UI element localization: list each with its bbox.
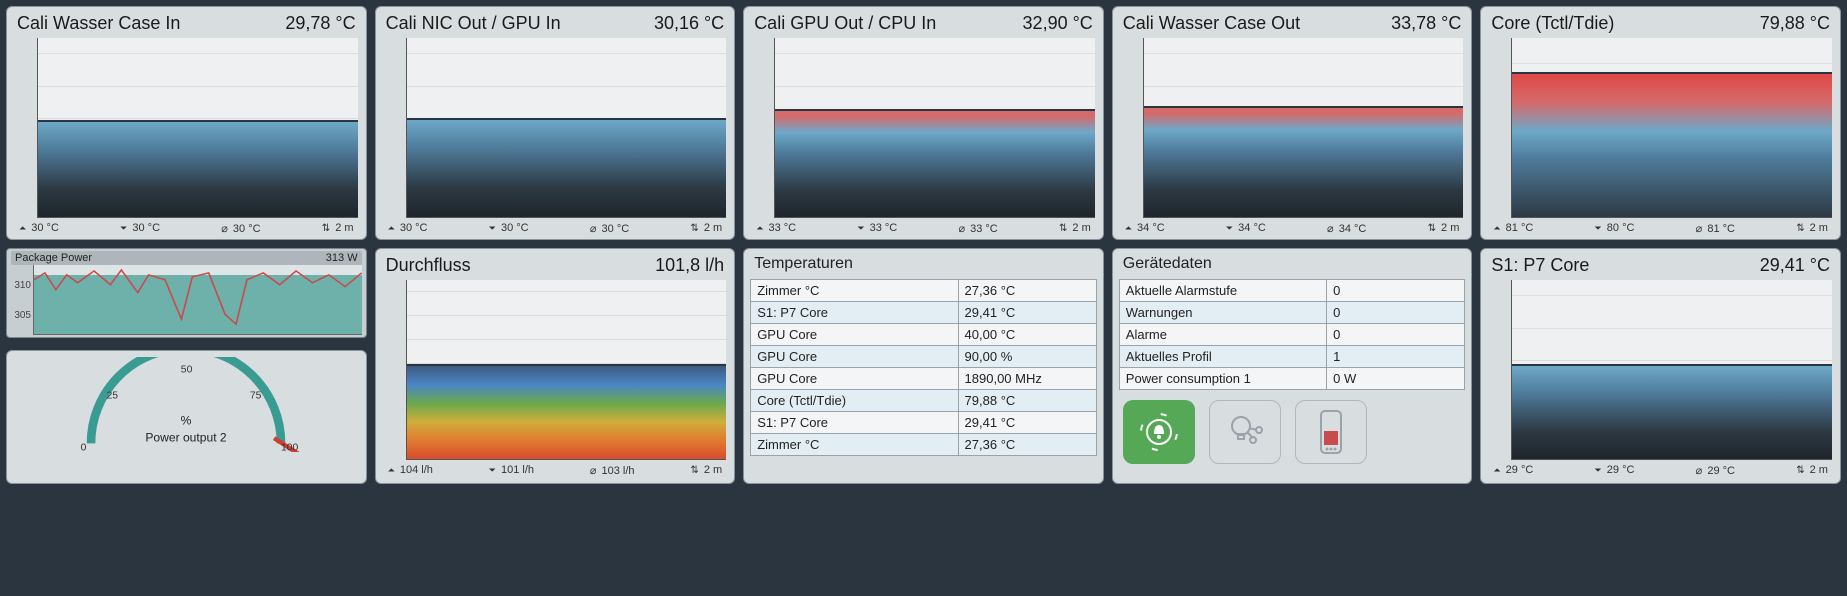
panel-value: 33,78 °C [1391, 13, 1461, 34]
device-icon-row [1119, 400, 1466, 464]
panel-temperaturen: Temperaturen Zimmer °C27,36 °CS1: P7 Cor… [743, 248, 1104, 484]
panel-title: Cali Wasser Case In [17, 13, 180, 34]
table-row: Power consumption 10 W [1119, 368, 1465, 390]
device-icon[interactable] [1295, 400, 1367, 464]
stats-bar: 30 °C 30 °C 30 °C 2 m [13, 218, 360, 237]
panel-gauge-power-output: 0 25 50 75 100 % Power output 2 [6, 350, 367, 484]
table-row: Alarme0 [1119, 324, 1465, 346]
panel-title: Cali Wasser Case Out [1123, 13, 1300, 34]
table-row: Aktuelles Profil1 [1119, 346, 1465, 368]
panel-cali-gpu-out: Cali GPU Out / CPU In32,90 °C1020304050 … [743, 6, 1104, 240]
chart-area: 1020304050 [1143, 38, 1464, 218]
chart-area: 255075100125150175 [406, 280, 727, 460]
chart-area: 1020304050 [774, 38, 1095, 218]
panel-title: Cali NIC Out / GPU In [386, 13, 561, 34]
panel-value: 101,8 l/h [655, 255, 724, 276]
stats-bar: 30 °C 30 °C 30 °C 2 m [382, 218, 729, 237]
table-row: Warnungen0 [1119, 302, 1465, 324]
panel-s1-p7-core: S1: P7 Core 29,41 °C 1020304050 29 °C 29 °… [1480, 248, 1841, 484]
table-row: S1: P7 Core29,41 °C [751, 412, 1097, 434]
panel-title: Core (Tctl/Tdie) [1491, 13, 1614, 34]
panel-title: Cali GPU Out / CPU In [754, 13, 936, 34]
panel-package-power: Package Power 313 W 310 305 [6, 248, 367, 338]
table-row: Aktuelle Alarmstufe0 [1119, 280, 1465, 302]
lightbulb-icon[interactable] [1209, 400, 1281, 464]
stats-bar: 34 °C 34 °C 34 °C 2 m [1119, 218, 1466, 237]
panel-value: 29,78 °C [285, 13, 355, 34]
package-power-title: Package Power [15, 252, 92, 264]
chart-area: 255075 [1511, 38, 1832, 218]
geraetedaten-table: Aktuelle Alarmstufe0Warnungen0Alarme0Akt… [1119, 279, 1466, 390]
stats-bar: 81 °C 80 °C 81 °C 2 m [1487, 218, 1834, 237]
panel-durchfluss: Durchfluss 101,8 l/h 255075100125150175 10… [375, 248, 736, 484]
svg-text:75: 75 [250, 390, 262, 401]
chart-area: 1020304050 [37, 38, 358, 218]
geraetedaten-header: Gerätedaten [1119, 253, 1466, 277]
panel-value: 30,16 °C [654, 13, 724, 34]
temperaturen-header: Temperaturen [750, 253, 1097, 277]
panel-geraetedaten: Gerätedaten Aktuelle Alarmstufe0Warnunge… [1112, 248, 1473, 484]
svg-text:Power output 2: Power output 2 [146, 431, 228, 445]
panel-core-tctl: Core (Tctl/Tdie) 79,88 °C 255075 81 °C 80 … [1480, 6, 1841, 240]
table-row: Zimmer °C27,36 °C [751, 434, 1097, 456]
panel-value: 79,88 °C [1760, 13, 1830, 34]
table-row: GPU Core90,00 % [751, 346, 1097, 368]
panel-title: S1: P7 Core [1491, 255, 1589, 276]
panel-cali-wasser-in: Cali Wasser Case In 29,78 °C 1020304050 30… [6, 6, 367, 240]
stats-bar: 29 °C 29 °C 29 °C 2 m [1487, 460, 1834, 479]
dashboard-grid: Cali Wasser Case In 29,78 °C 1020304050 30… [6, 6, 1841, 484]
col-power-gauge: Package Power 313 W 310 305 [6, 248, 367, 484]
panel-value: 32,90 °C [1023, 13, 1093, 34]
table-row: GPU Core40,00 °C [751, 324, 1097, 346]
svg-text:%: % [181, 413, 192, 427]
svg-text:100: 100 [281, 442, 299, 452]
table-row: Zimmer °C27,36 °C [751, 280, 1097, 302]
table-row: Core (Tctl/Tdie)79,88 °C [751, 390, 1097, 412]
chart-area: 1020304050 [406, 38, 727, 218]
stats-bar: 104 l/h 101 l/h 103 l/h 2 m [382, 460, 729, 479]
table-row: GPU Core1890,00 MHz [751, 368, 1097, 390]
panel-title: Durchfluss [386, 255, 471, 276]
panel-value: 29,41 °C [1760, 255, 1830, 276]
table-row: S1: P7 Core29,41 °C [751, 302, 1097, 324]
svg-text:50: 50 [181, 365, 193, 376]
package-power-value: 313 W [326, 252, 358, 264]
temperaturen-table: Zimmer °C27,36 °CS1: P7 Core29,41 °CGPU … [750, 279, 1097, 456]
panel-cali-nic-out: Cali NIC Out / GPU In30,16 °C1020304050 … [375, 6, 736, 240]
chart-area: 1020304050 [1511, 280, 1832, 460]
panel-cali-wasser-out: Cali Wasser Case Out 33,78 °C 1020304050 3… [1112, 6, 1473, 240]
svg-text:0: 0 [81, 442, 87, 452]
svg-text:25: 25 [107, 390, 119, 401]
stats-bar: 33 °C 33 °C 33 °C 2 m [750, 218, 1097, 237]
alarm-icon[interactable] [1123, 400, 1195, 464]
